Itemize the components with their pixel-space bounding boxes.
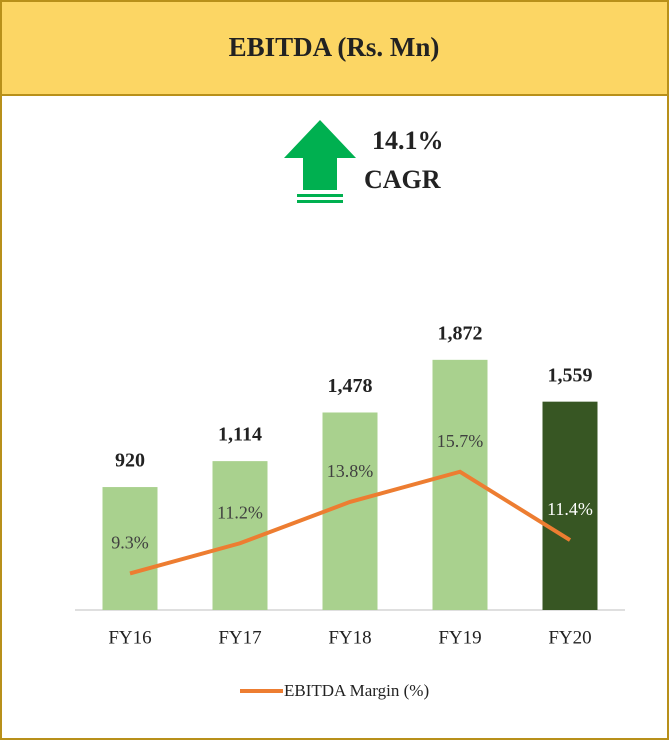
chart-title: EBITDA (Rs. Mn) — [229, 32, 440, 62]
line — [129, 469, 572, 576]
bar — [542, 401, 598, 610]
bar-label: 1,872 — [438, 322, 483, 344]
bar — [102, 487, 158, 610]
line-label: 11.4% — [547, 499, 593, 519]
legend-label: EBITDA Margin (%) — [284, 681, 429, 700]
bar-label: 1,114 — [218, 424, 262, 446]
x-tick-label: FY19 — [438, 627, 481, 648]
line-label: 13.8% — [327, 461, 374, 481]
line-label: 9.3% — [111, 533, 149, 553]
annotation: CAGR — [364, 165, 441, 194]
line-label: 15.7% — [437, 431, 484, 451]
bar-label: 1,559 — [548, 364, 593, 386]
x-tick-label: FY16 — [108, 627, 151, 648]
annotation: 14.1% — [372, 126, 444, 155]
x-tick-label: FY20 — [548, 627, 591, 648]
header — [0, 0, 669, 96]
x-tick-label: FY18 — [328, 627, 371, 648]
growth-arrow — [284, 120, 356, 203]
bar — [322, 412, 378, 610]
line-label: 11.2% — [217, 502, 263, 522]
x-tick-label: FY17 — [218, 627, 261, 648]
bar-label: 1,478 — [328, 375, 373, 397]
bar-label: 920 — [115, 450, 145, 472]
